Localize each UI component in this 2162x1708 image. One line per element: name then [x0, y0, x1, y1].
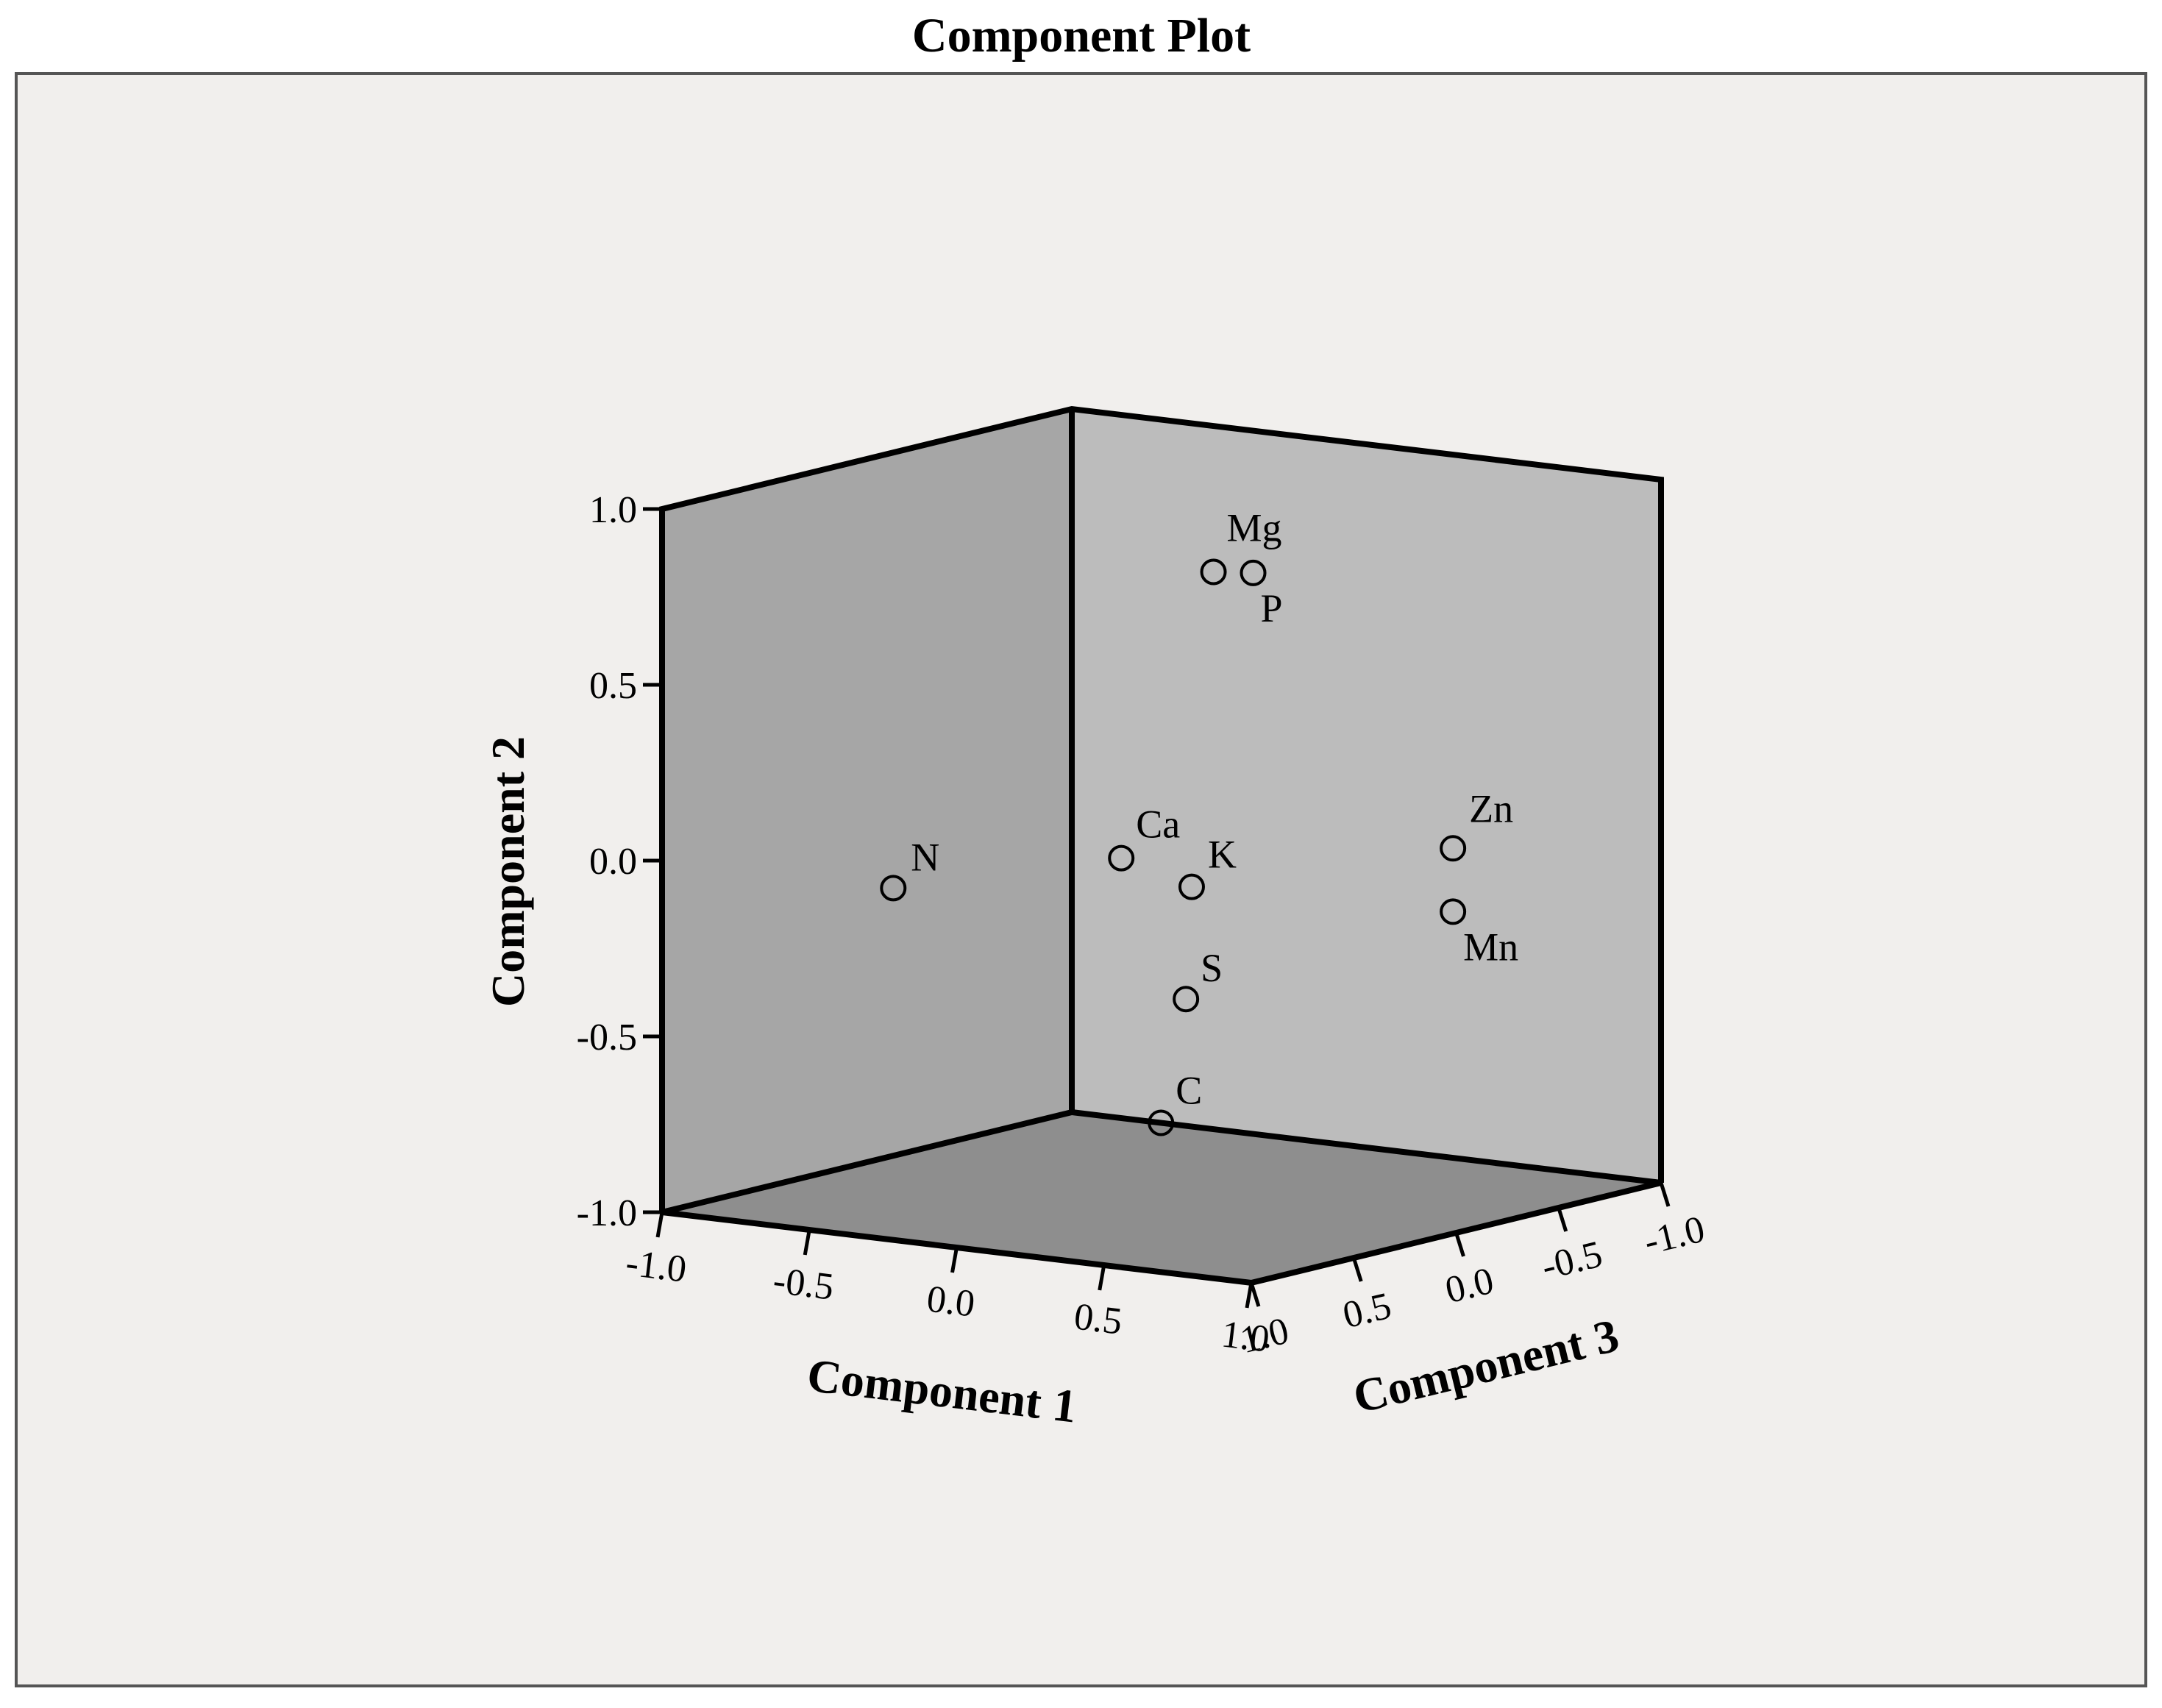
component-3-tick-mark [1557, 1207, 1568, 1232]
component-1-tick-label: 0.0 [925, 1278, 977, 1325]
component-3-tick-mark [1454, 1232, 1465, 1257]
chart-title: Component Plot [912, 9, 1251, 63]
data-point-label-k: K [1208, 833, 1237, 877]
component-1-tick-mark [655, 1211, 664, 1238]
data-point-label-n: N [911, 835, 939, 879]
box-edge-floor-left [661, 1109, 1073, 1215]
data-point-zn [1440, 835, 1467, 862]
component-2-tick-label: -1.0 [577, 1192, 637, 1234]
component-2-axis-ticks: -1.0 -0.5 0.0 0.5 1.0 [577, 489, 662, 1234]
component-2-tick-label: 0.0 [589, 841, 637, 883]
component-3-tick-mark [1659, 1182, 1671, 1207]
data-point-mg [1200, 558, 1227, 586]
data-point-c [1148, 1109, 1175, 1136]
data-point-label-ca: Ca [1136, 803, 1180, 847]
component-3-tick-mark [1351, 1257, 1363, 1282]
component-3-tick-mark [1249, 1282, 1261, 1307]
back-wall [1072, 409, 1661, 1183]
component-1-tick-mark [1245, 1282, 1254, 1309]
data-points: Mg P Ca N K S C Zn Mn [880, 506, 1518, 1136]
data-point-ca [1108, 844, 1135, 872]
component-1-tick-mark [950, 1247, 959, 1273]
data-point-label-s: S [1201, 946, 1223, 990]
component-1-tick-label: 0.5 [1072, 1295, 1124, 1342]
data-point-label-mn: Mn [1463, 925, 1518, 969]
data-point-k [1178, 873, 1205, 900]
component-1-tick-label: -0.5 [771, 1259, 836, 1308]
component-2-tick-label: 1.0 [589, 489, 637, 531]
component-1-tick-mark [1098, 1264, 1106, 1291]
data-point-label-mg: Mg [1227, 506, 1282, 550]
data-point-p [1240, 559, 1267, 586]
component-2-tick-label: 0.5 [589, 665, 637, 707]
component-1-axis-ticks: -1.0 -0.5 0.0 0.5 1.0 [624, 1211, 1272, 1361]
data-point-label-zn: Zn [1469, 786, 1513, 830]
data-point-s [1173, 986, 1200, 1013]
component-1-tick-mark [803, 1229, 811, 1256]
component-2-axis-title: Component 2 [482, 736, 534, 1007]
data-point-label-p: P [1261, 586, 1283, 630]
data-point-mn [1440, 898, 1467, 925]
data-point-n [880, 875, 907, 902]
component-2-tick-label: -0.5 [577, 1017, 637, 1058]
data-point-label-c: C [1176, 1069, 1202, 1113]
component-1-tick-label: 1.0 [1219, 1313, 1271, 1360]
component-1-tick-label: -1.0 [624, 1242, 689, 1290]
left-wall [662, 409, 1072, 1212]
box-edge-floor-right [1071, 1109, 1662, 1186]
